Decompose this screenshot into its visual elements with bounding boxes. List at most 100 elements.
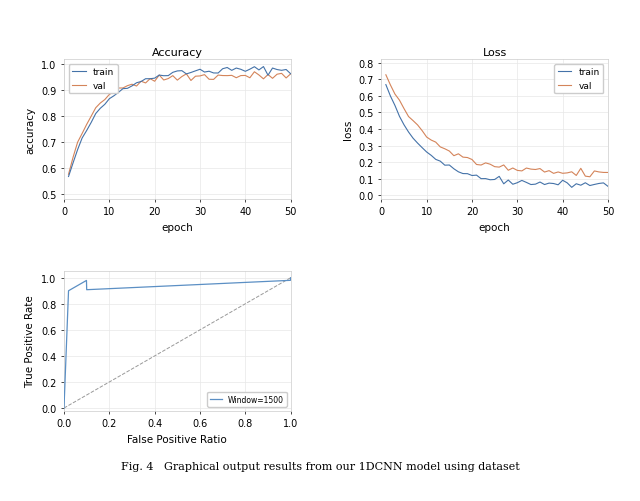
train	[246, 67, 253, 73]
train	[142, 77, 150, 83]
train	[595, 181, 603, 187]
train	[201, 70, 209, 76]
Title: Loss: Loss	[483, 48, 507, 58]
train	[74, 147, 81, 153]
val	[450, 153, 458, 159]
train	[255, 68, 263, 74]
train	[269, 66, 276, 72]
val	[191, 74, 199, 80]
train	[550, 181, 557, 187]
X-axis label: epoch: epoch	[161, 222, 193, 232]
val	[241, 73, 249, 79]
val	[387, 83, 394, 89]
train	[137, 79, 145, 85]
val	[595, 169, 603, 175]
val	[201, 73, 209, 79]
train	[101, 102, 109, 108]
val	[432, 140, 440, 146]
val	[577, 166, 585, 172]
val	[518, 168, 525, 174]
val	[500, 163, 508, 169]
val	[486, 162, 494, 168]
val	[463, 155, 471, 161]
val	[178, 74, 186, 80]
train	[287, 72, 294, 78]
val	[74, 140, 81, 146]
Title: Accuracy: Accuracy	[152, 48, 203, 58]
val	[423, 135, 431, 141]
train	[282, 67, 290, 73]
train	[237, 67, 244, 73]
val	[409, 118, 417, 124]
Line: train: train	[386, 86, 608, 188]
train	[545, 181, 553, 187]
train	[527, 182, 535, 188]
train	[87, 120, 95, 126]
train	[423, 150, 431, 156]
train	[436, 159, 444, 165]
train	[445, 163, 453, 169]
val	[87, 114, 95, 120]
val	[591, 169, 598, 175]
val	[251, 70, 259, 76]
val	[97, 101, 104, 107]
val	[264, 72, 272, 78]
val	[219, 73, 227, 79]
train	[532, 182, 540, 188]
val	[101, 97, 109, 103]
val	[92, 106, 100, 112]
val	[413, 123, 421, 129]
val	[568, 169, 575, 175]
train	[513, 180, 521, 186]
val	[477, 163, 485, 169]
val	[124, 84, 131, 90]
train	[65, 174, 72, 180]
train	[486, 177, 494, 183]
val	[504, 168, 512, 174]
val	[65, 172, 72, 178]
Window=1500	[160, 284, 168, 290]
train	[106, 97, 113, 103]
train	[536, 180, 544, 186]
train	[387, 94, 394, 100]
Legend: train, val: train, val	[68, 65, 118, 94]
val	[600, 170, 607, 176]
train	[459, 171, 467, 177]
Text: Fig. 4   Graphical output results from our 1DCNN model using dataset: Fig. 4 Graphical output results from our…	[120, 461, 520, 471]
train	[83, 128, 90, 134]
val	[237, 74, 244, 80]
val	[137, 79, 145, 85]
train	[450, 166, 458, 172]
train	[97, 106, 104, 112]
train	[495, 174, 503, 180]
val	[196, 74, 204, 80]
train	[413, 141, 421, 147]
train	[115, 90, 122, 96]
val	[404, 114, 412, 120]
val	[110, 90, 118, 96]
Window=1500	[152, 284, 159, 290]
train	[196, 67, 204, 73]
train	[432, 157, 440, 163]
Window=1500	[287, 275, 294, 281]
val	[513, 168, 521, 174]
val	[545, 168, 553, 174]
train	[260, 65, 268, 71]
train	[228, 68, 236, 74]
train	[169, 70, 177, 76]
val	[532, 167, 540, 173]
train	[409, 136, 417, 142]
Line: train: train	[68, 68, 291, 177]
train	[509, 182, 516, 188]
Window=1500	[60, 405, 68, 411]
train	[500, 181, 508, 187]
val	[572, 173, 580, 179]
train	[219, 67, 227, 73]
val	[205, 77, 213, 83]
val	[269, 76, 276, 82]
train	[182, 72, 190, 78]
val	[173, 78, 181, 84]
train	[264, 73, 272, 79]
val	[527, 167, 535, 173]
val	[445, 149, 453, 155]
